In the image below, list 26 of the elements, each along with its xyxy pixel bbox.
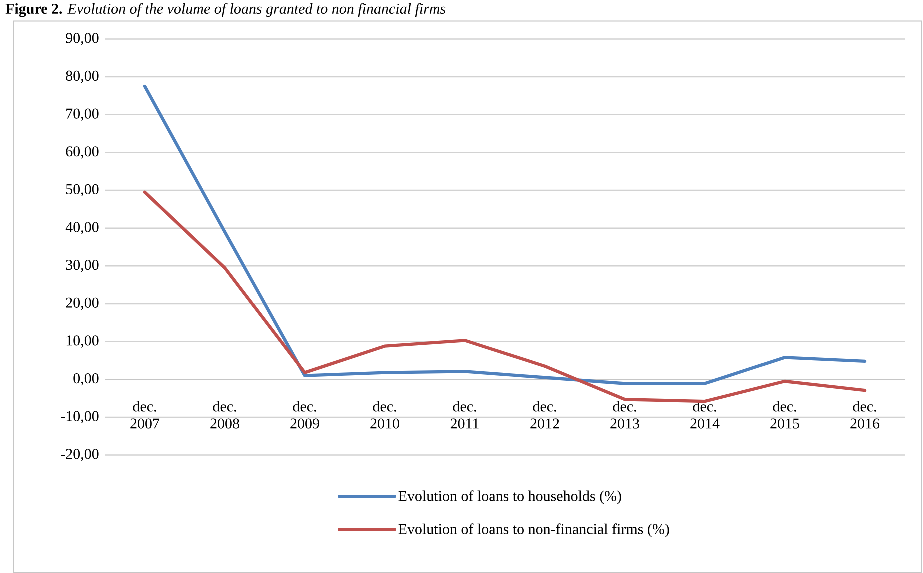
y-tick-label: 0,00 [74,373,99,386]
x-tick-label: dec. 2016 [850,401,880,429]
y-tick-label: 60,00 [66,146,99,159]
y-tick-label: 70,00 [66,108,99,121]
legend-label: Evolution of loans to households (%) [398,490,622,504]
y-tick-label: 40,00 [66,222,99,234]
x-tick-label: dec. 2008 [210,401,240,429]
x-tick-label: dec. 2015 [770,401,800,429]
y-tick-label: 80,00 [66,70,99,84]
y-tick-label: 30,00 [66,260,99,272]
x-tick-label: dec. 2010 [370,401,400,429]
line-series [143,84,867,386]
x-tick-label: dec. 2009 [290,401,320,429]
x-tick-label: dec. 2012 [530,401,560,429]
x-tick-label: dec. 2007 [130,401,160,429]
x-tick-label: dec. 2014 [690,401,720,429]
legend-label: Evolution of loans to non-financial firms (%) [398,524,670,538]
y-tick-label: 50,00 [66,184,99,197]
y-tick-label: -10,00 [61,411,99,424]
y-tick-label: 20,00 [66,298,99,310]
x-tick-label: dec. 2013 [610,401,640,429]
x-tick-label: dec. 2011 [450,401,479,429]
chart-title: Figure 2. Evolution of the volume of loans granted to non financial firms [6,3,446,18]
y-tick-label: 90,00 [66,32,99,46]
y-tick-label: -20,00 [61,448,99,462]
y-tick-label: 10,00 [66,336,99,348]
